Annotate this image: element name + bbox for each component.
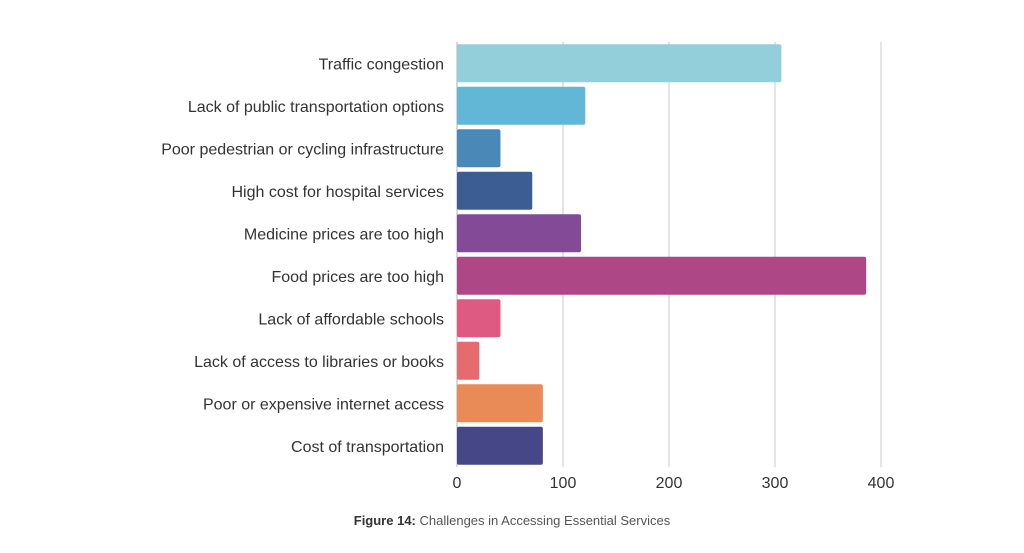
- x-axis-ticks: 0 100 200 300 400: [453, 475, 895, 492]
- category-labels: Traffic congestion Lack of public transpo…: [161, 56, 444, 456]
- x-tick-label: 400: [868, 475, 895, 492]
- category-label: High cost for hospital services: [231, 184, 444, 201]
- category-label: Poor or expensive internet access: [203, 396, 444, 413]
- x-tick-label: 0: [453, 475, 462, 492]
- figure-number: Figure 14:: [353, 513, 416, 528]
- bar: [457, 426, 543, 465]
- bar: [457, 86, 586, 125]
- x-tick-label: 200: [656, 475, 683, 492]
- bars: [457, 44, 867, 465]
- figure-caption: Figure 14: Challenges in Accessing Essen…: [0, 513, 1024, 528]
- category-label: Cost of transportation: [291, 439, 444, 456]
- bar: [457, 384, 543, 423]
- category-label: Lack of public transportation options: [188, 99, 444, 116]
- bar: [457, 341, 480, 380]
- category-label: Poor pedestrian or cycling infrastructur…: [161, 141, 444, 158]
- bar: [457, 214, 582, 253]
- bar: [457, 44, 782, 83]
- bar: [457, 256, 867, 295]
- category-label: Food prices are too high: [271, 269, 444, 286]
- bar: [457, 129, 501, 168]
- figure-title: Challenges in Accessing Essential Servic…: [415, 513, 671, 528]
- category-label: Lack of affordable schools: [258, 311, 444, 328]
- bar: [457, 171, 533, 210]
- x-tick-label: 300: [762, 475, 789, 492]
- category-label: Lack of access to libraries or books: [194, 354, 444, 371]
- category-label: Medicine prices are too high: [244, 226, 444, 243]
- x-tick-label: 100: [550, 475, 577, 492]
- category-label: Traffic congestion: [319, 56, 444, 73]
- bar: [457, 299, 501, 338]
